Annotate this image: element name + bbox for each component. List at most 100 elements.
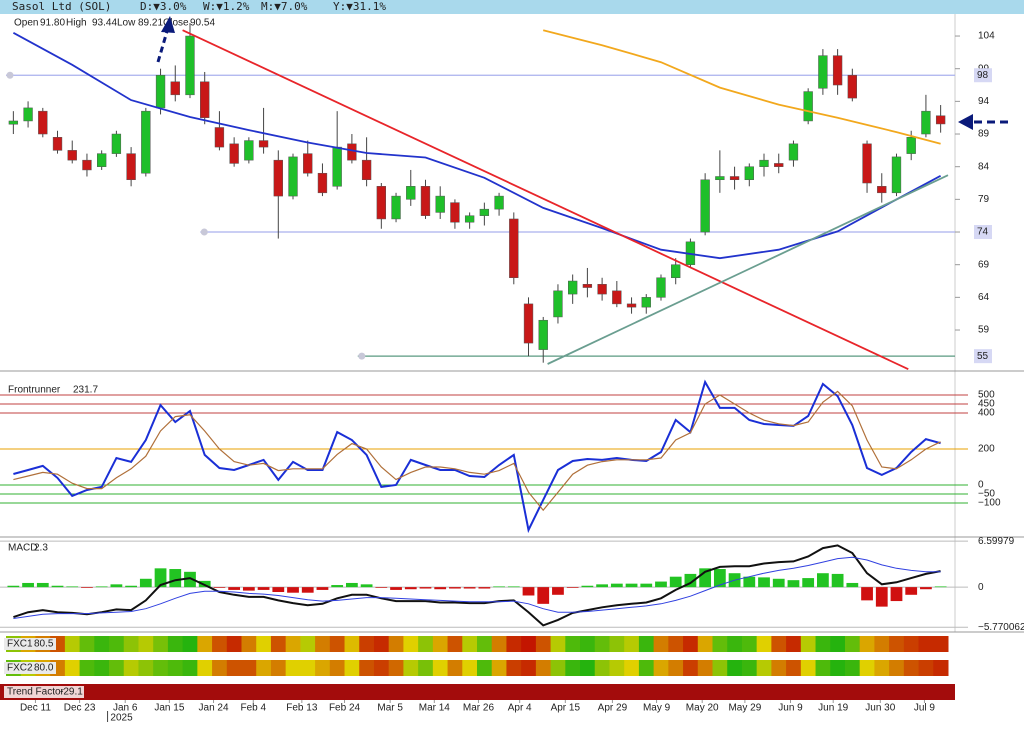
heat-cell: [212, 636, 228, 652]
heat-cell: [94, 660, 110, 676]
histogram-bar: [817, 573, 829, 588]
histogram-bar: [758, 577, 770, 588]
heat-cell: [889, 636, 905, 652]
histogram-bar: [861, 587, 873, 601]
y-tick-label: 94: [978, 96, 990, 107]
heat-cell: [638, 636, 655, 652]
x-tick-label: Dec 23: [64, 703, 96, 714]
heat-cell: [521, 636, 537, 652]
heat-cell: [359, 660, 375, 676]
candle-body: [774, 163, 784, 167]
y-tick-label: 64: [978, 292, 990, 303]
heat-cell: [668, 636, 684, 652]
candle-body: [759, 159, 769, 167]
candle-body: [494, 195, 504, 210]
band-label-bg: [4, 686, 84, 698]
histogram-bar: [610, 583, 623, 588]
heat-cell: [79, 636, 95, 652]
candle-body: [729, 176, 740, 181]
candle-body: [538, 319, 548, 350]
x-tick-label: Mar 5: [377, 703, 403, 714]
x-tick-label: Jun 19: [818, 703, 848, 714]
candle-body: [435, 195, 445, 213]
histogram-bar: [493, 586, 505, 588]
heat-cell: [815, 636, 831, 652]
heat-cell: [94, 636, 110, 652]
candle-body: [214, 127, 225, 148]
heat-cell: [64, 660, 81, 676]
candle-body: [200, 81, 210, 118]
histogram-bar: [316, 587, 329, 590]
change-day: D:▼3.0%: [140, 0, 187, 13]
band-value: -29.1: [60, 687, 83, 698]
histogram-bar: [51, 585, 64, 588]
strip-name: FXC1: [7, 639, 33, 650]
y-tick-label: 200: [978, 444, 995, 455]
heat-cell: [580, 660, 596, 676]
heat-cell: [197, 660, 213, 676]
candle-body: [464, 215, 475, 223]
heat-cell: [565, 636, 581, 652]
heat-cell: [447, 636, 463, 652]
heat-cell: [285, 660, 301, 676]
heat-cell: [462, 636, 478, 652]
candle-body: [406, 186, 416, 200]
candle-body: [553, 290, 563, 318]
histogram-bar: [669, 576, 682, 588]
heat-cell: [138, 636, 154, 652]
histogram-bar: [640, 583, 653, 588]
histogram-bar: [463, 587, 476, 589]
candle-body: [126, 153, 136, 181]
trend-line: [12, 32, 942, 260]
candle-body: [141, 110, 151, 174]
histogram-bar: [522, 587, 535, 596]
heat-cell: [624, 636, 640, 652]
heat-cell: [462, 660, 478, 676]
x-tick-label: Jan 24: [199, 703, 229, 714]
histogram-bar: [110, 584, 123, 588]
histogram-bar: [7, 585, 20, 588]
indicator-line: [13, 379, 941, 534]
level-label: 74: [977, 227, 989, 238]
heat-cell: [727, 636, 743, 652]
heat-cell: [447, 660, 463, 676]
heat-cell: [373, 636, 390, 652]
candle-body: [597, 284, 607, 295]
candle-body: [229, 143, 239, 164]
candle-body: [52, 137, 63, 151]
candle-body: [450, 202, 460, 223]
ohlc-value: 89.21: [138, 18, 163, 29]
histogram-bar: [934, 586, 947, 588]
y-tick-label: 89: [978, 129, 990, 140]
heat-cell: [241, 660, 257, 676]
heat-cell: [580, 636, 596, 652]
heat-cell: [153, 660, 169, 676]
histogram-bar: [831, 573, 844, 588]
ohlc-value: 93.44: [92, 18, 117, 29]
candle-body: [97, 153, 107, 167]
candle-body: [361, 159, 372, 181]
candle-body: [479, 208, 490, 216]
strip-label-bg: [4, 662, 56, 674]
heat-cell: [226, 636, 242, 652]
strip-value: 80.0: [34, 663, 54, 674]
y-tick-label: 79: [978, 194, 990, 205]
heat-cell: [756, 660, 772, 676]
y-tick-label: −50: [978, 489, 995, 500]
level-box: [974, 225, 992, 240]
histogram-bar: [242, 587, 255, 591]
histogram-bar: [154, 568, 167, 588]
level-handle: [6, 71, 14, 79]
macd-line: [13, 544, 941, 627]
histogram-bar: [419, 587, 432, 589]
heat-cell: [683, 636, 699, 652]
histogram-bar: [905, 587, 918, 595]
candle-body: [8, 120, 19, 125]
band-name: Trend Factor: [7, 687, 65, 698]
heat-cell: [315, 660, 331, 676]
y-tick-label: 104: [978, 31, 995, 42]
candle-body: [656, 277, 666, 298]
heat-cell: [167, 660, 184, 676]
heat-cell: [315, 636, 331, 652]
level-handle: [200, 228, 208, 236]
